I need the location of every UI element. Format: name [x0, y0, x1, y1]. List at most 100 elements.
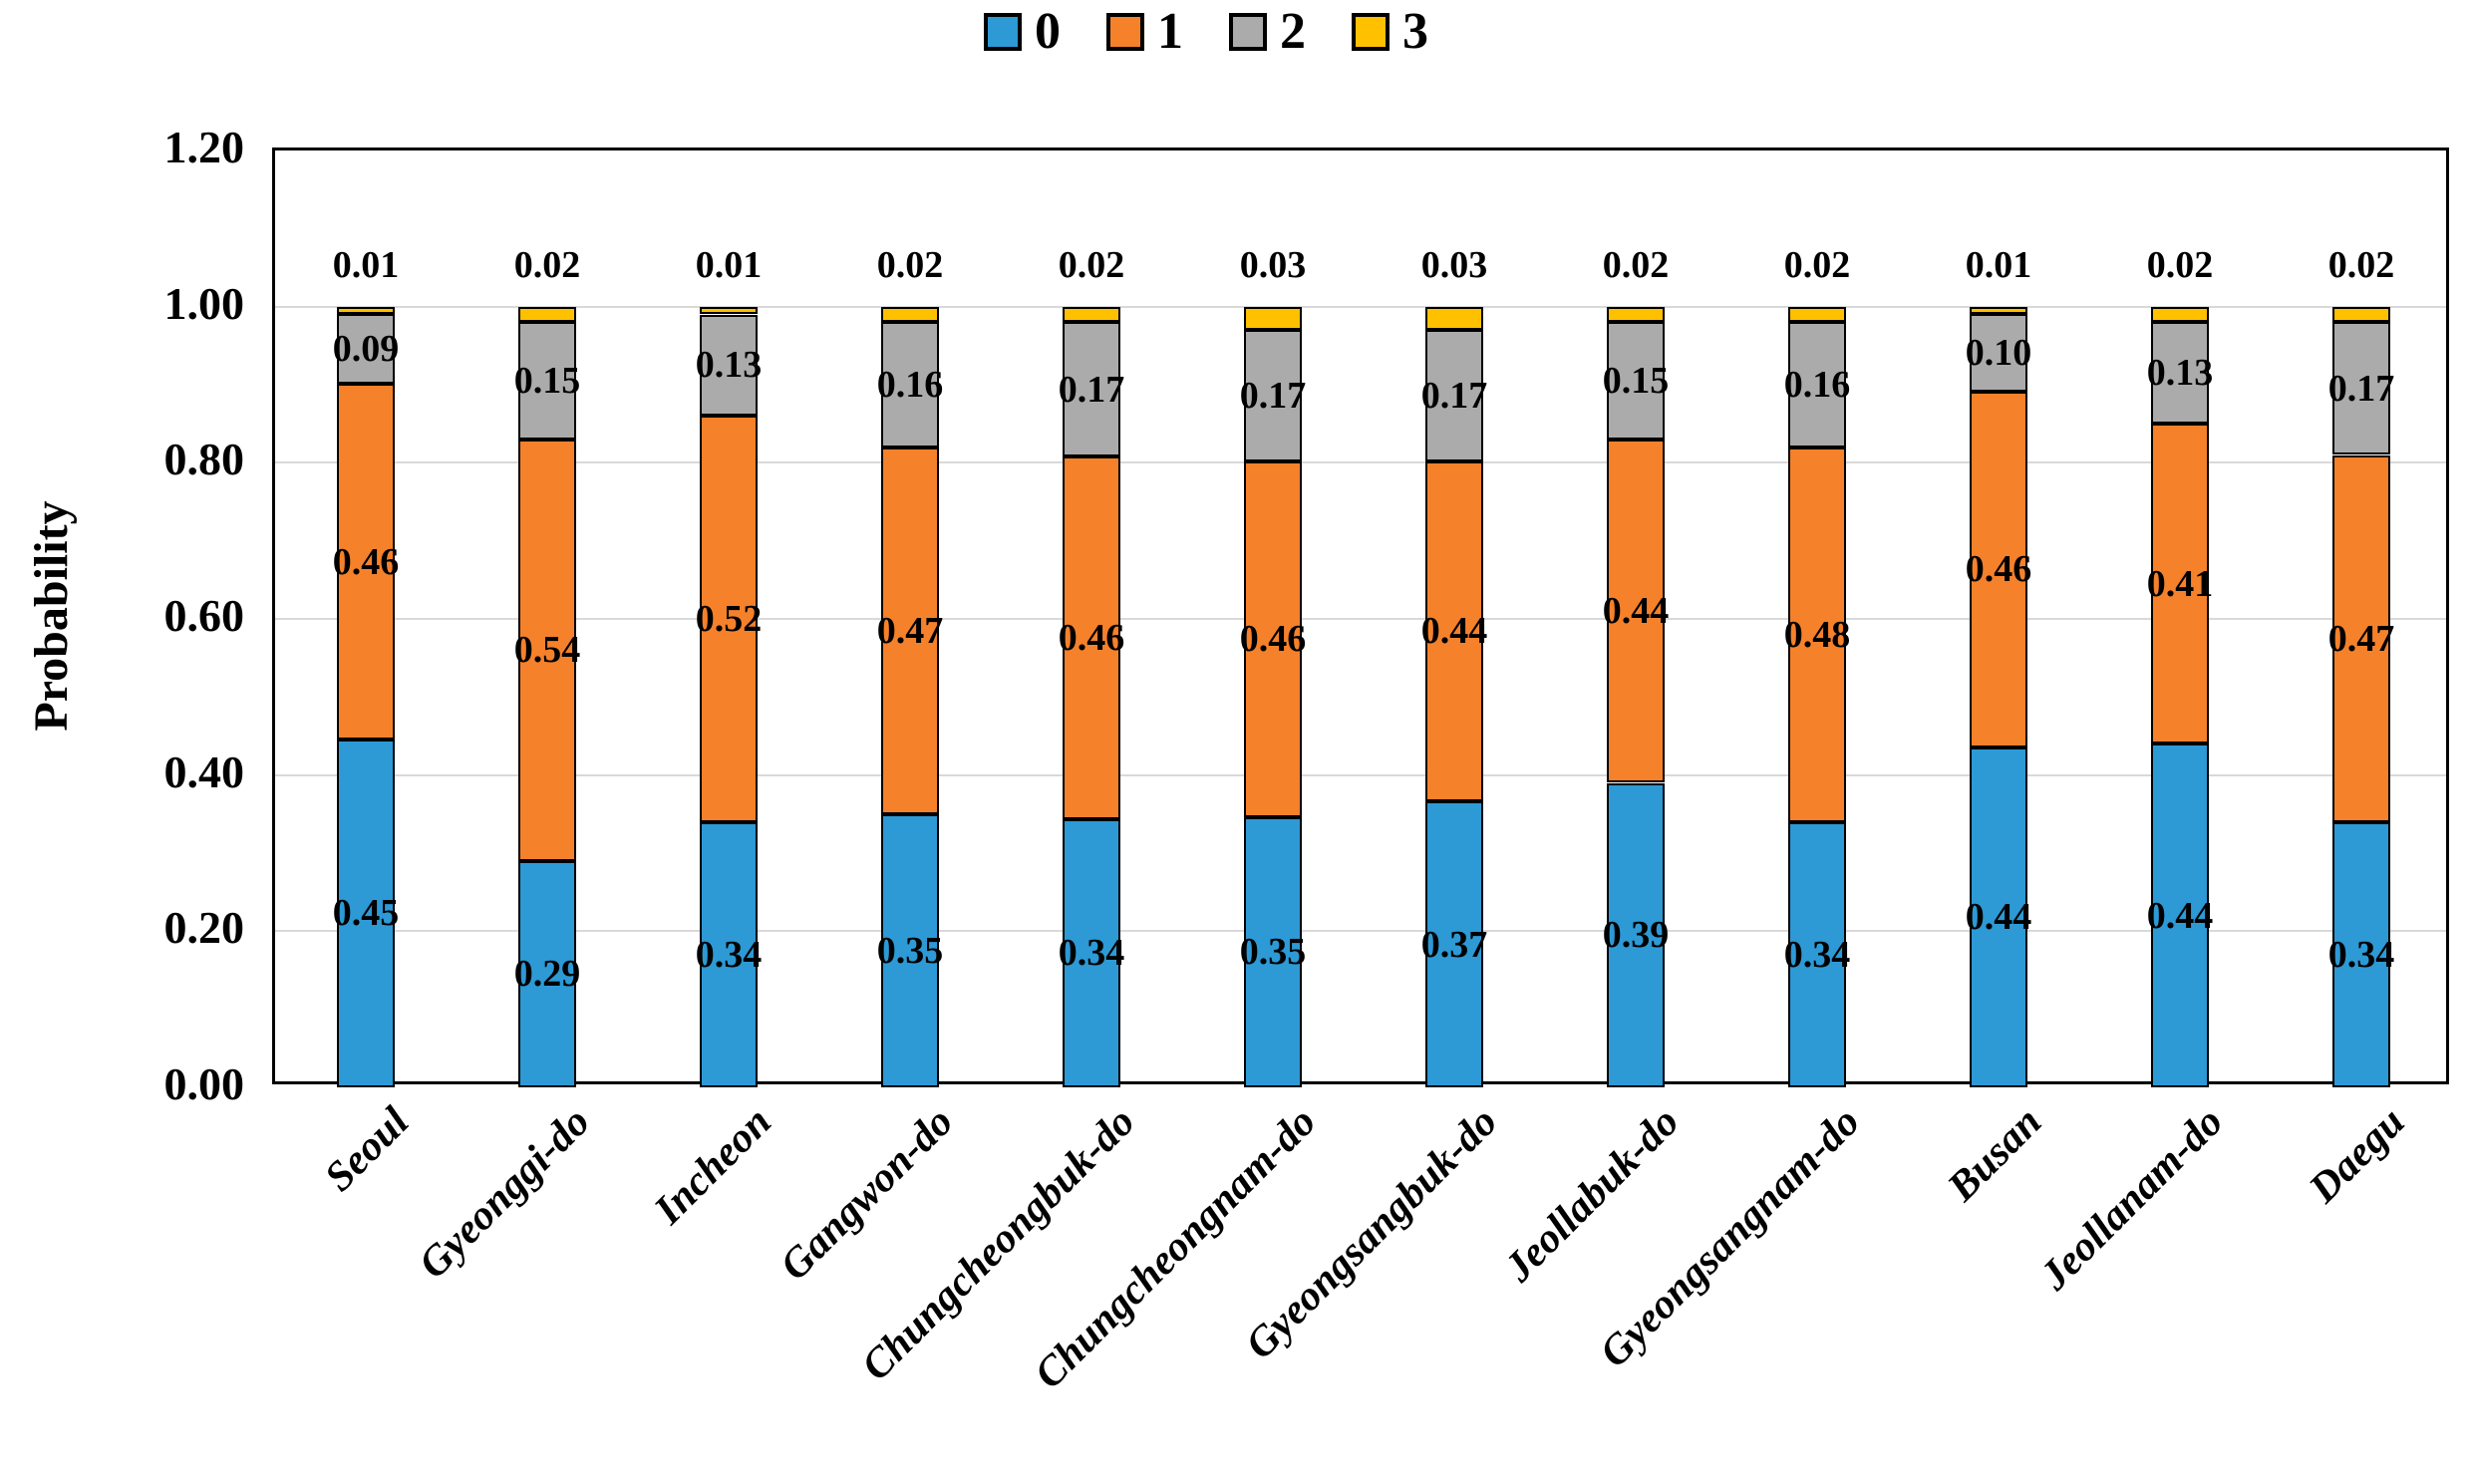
- bar-segment-series-0: [700, 821, 758, 1087]
- bar-segment-label: 0.48: [1783, 613, 1851, 656]
- bar-top-label: 0.02: [2146, 243, 2214, 286]
- legend-swatch-icon: [1229, 13, 1267, 51]
- bar-segment-series-3: [2151, 306, 2209, 323]
- bar-segment-label: 0.35: [1239, 931, 1307, 974]
- bar-segment-series-2: [881, 322, 939, 447]
- bar-segment-series-2: [1788, 322, 1846, 447]
- bar-segment-series-2: [700, 314, 758, 417]
- y-tick-label: 1.20: [163, 122, 245, 172]
- bar-segment-series-2: [1425, 329, 1483, 461]
- legend-label: 2: [1280, 3, 1306, 60]
- bar-segment-label: 0.45: [332, 892, 400, 935]
- bar-segment-label: 0.34: [2327, 933, 2395, 976]
- bar-segment-series-0: [2151, 743, 2209, 1087]
- bar-segment-label: 0.54: [513, 629, 581, 672]
- bar-top-label: 0.02: [1058, 243, 1125, 286]
- bar-segment-label: 0.16: [876, 364, 944, 406]
- legend-label: 1: [1157, 3, 1183, 60]
- bar-segment-series-2: [1970, 314, 2027, 392]
- bar-segment-label: 0.17: [2327, 367, 2395, 410]
- bar-segment-series-3: [1063, 306, 1120, 323]
- bar-top-label: 0.03: [1239, 243, 1307, 286]
- bar-segment-label: 0.17: [1239, 374, 1307, 417]
- bar-segment-series-0: [518, 860, 576, 1087]
- bar-top-label: 0.02: [2327, 243, 2395, 286]
- gridline: [275, 618, 2446, 620]
- bar-segment-series-1: [1244, 460, 1302, 817]
- gridline: [275, 461, 2446, 464]
- legend-label: 0: [1035, 3, 1061, 60]
- bar-segment-label: 0.52: [695, 598, 763, 640]
- bar-segment-series-0: [1244, 816, 1302, 1087]
- bar-segment-series-1: [1063, 456, 1120, 819]
- bar-segment-label: 0.46: [1058, 616, 1125, 659]
- bar-segment-series-3: [337, 306, 395, 315]
- bar-segment-series-0: [2332, 821, 2390, 1087]
- bar-segment-series-3: [1425, 306, 1483, 330]
- bar-top-label: 0.02: [513, 243, 581, 286]
- bar-segment-label: 0.44: [2146, 894, 2214, 937]
- bar-segment-label: 0.15: [513, 360, 581, 403]
- bar-segment-series-1: [881, 446, 939, 814]
- bar-segment-series-3: [1970, 306, 2027, 315]
- x-tick-label: Busan: [1939, 1098, 2051, 1211]
- bar-segment-series-2: [518, 322, 576, 440]
- bar-segment-series-0: [1607, 782, 1665, 1087]
- bar-segment-series-3: [1607, 306, 1665, 323]
- bar-segment-series-2: [2151, 322, 2209, 425]
- bar-segment-series-1: [1970, 391, 2027, 747]
- y-tick-label: 0.80: [163, 434, 245, 485]
- bar-segment-series-1: [1607, 439, 1665, 783]
- x-tick-label: Seoul: [316, 1098, 419, 1201]
- legend-label: 3: [1402, 3, 1428, 60]
- legend-item-0: 0: [984, 6, 1061, 58]
- y-tick-label: 0.60: [163, 590, 245, 641]
- bar-segment-label: 0.09: [332, 328, 400, 371]
- bar-segment-series-0: [1063, 818, 1120, 1087]
- bar-segment-series-3: [518, 306, 576, 323]
- bar-segment-series-3: [700, 306, 758, 315]
- gridline: [275, 930, 2446, 933]
- bar-top-label: 0.02: [876, 243, 944, 286]
- bar-segment-series-0: [1788, 821, 1846, 1087]
- plot-area: 0.45 0.46 0.09 0.01 0.29 0.54 0.15 0.02 0.34 0.52…: [272, 148, 2449, 1087]
- bar-segment-label: 0.29: [513, 953, 581, 996]
- x-tick-label: Incheon: [646, 1098, 781, 1234]
- bar-segment-series-1: [2151, 424, 2209, 744]
- bar-segment-series-1: [337, 384, 395, 740]
- bar-top-label: 0.02: [1783, 243, 1851, 286]
- bar-segment-series-1: [700, 416, 758, 822]
- bar-segment-label: 0.34: [1783, 933, 1851, 976]
- y-tick-label: 0.00: [163, 1058, 245, 1109]
- bar-segment-series-2: [1063, 322, 1120, 456]
- bar-segment-label: 0.34: [695, 933, 763, 976]
- bar-segment-label: 0.17: [1420, 374, 1488, 417]
- legend-swatch-icon: [984, 13, 1022, 51]
- bar-segment-series-0: [1970, 746, 2027, 1087]
- bar-segment-label: 0.37: [1420, 923, 1488, 966]
- bar-top-label: 0.02: [1602, 243, 1670, 286]
- bar-top-label: 0.01: [695, 243, 763, 286]
- legend-swatch-icon: [1106, 13, 1144, 51]
- bar-segment-series-1: [518, 439, 576, 861]
- bar-segment-label: 0.44: [1420, 610, 1488, 653]
- bar-segment-label: 0.44: [1602, 590, 1670, 633]
- y-tick-label: 0.40: [163, 745, 245, 797]
- bar-segment-label: 0.16: [1783, 364, 1851, 406]
- bar-top-label: 0.01: [1965, 243, 2032, 286]
- bar-segment-series-3: [1244, 306, 1302, 330]
- x-tick-label: Gangwon-do: [772, 1098, 963, 1290]
- y-tick-label: 1.00: [163, 277, 245, 329]
- legend-item-2: 2: [1229, 6, 1306, 58]
- bar-segment-label: 0.47: [2327, 617, 2395, 660]
- legend-item-1: 1: [1106, 6, 1183, 58]
- bar-segment-series-2: [1607, 322, 1665, 440]
- bar-segment-label: 0.39: [1602, 914, 1670, 957]
- legend-item-3: 3: [1352, 6, 1428, 58]
- bar-segment-series-1: [1425, 460, 1483, 802]
- gridline: [275, 305, 2446, 308]
- bar-top-label: 0.03: [1420, 243, 1488, 286]
- legend-swatch-icon: [1352, 13, 1390, 51]
- bar-segment-label: 0.35: [876, 929, 944, 972]
